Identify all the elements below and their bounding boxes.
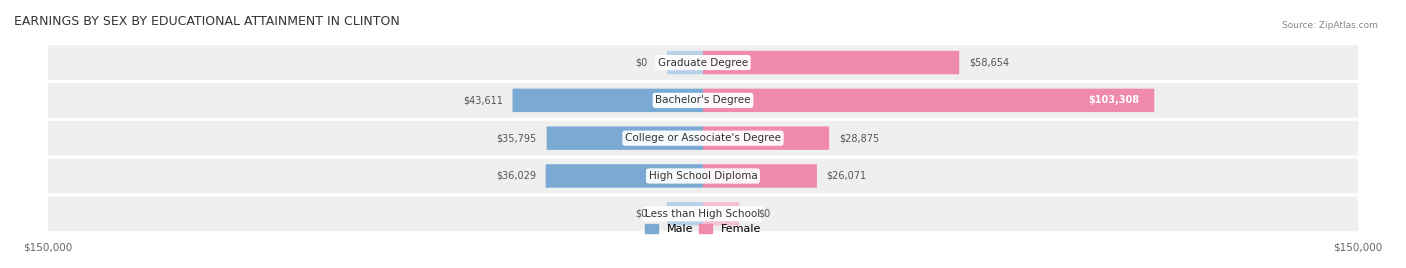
Text: Graduate Degree: Graduate Degree [658,58,748,68]
FancyBboxPatch shape [48,121,1358,155]
Text: $35,795: $35,795 [496,133,537,143]
Legend: Male, Female: Male, Female [640,219,766,239]
FancyBboxPatch shape [48,159,1358,193]
FancyBboxPatch shape [48,196,1358,231]
FancyBboxPatch shape [666,202,703,225]
Text: $0: $0 [636,209,647,219]
FancyBboxPatch shape [703,164,817,188]
FancyBboxPatch shape [703,89,1154,112]
Text: $58,654: $58,654 [969,58,1010,68]
Text: $43,611: $43,611 [463,95,503,105]
FancyBboxPatch shape [48,83,1358,118]
Text: $0: $0 [759,209,770,219]
FancyBboxPatch shape [546,164,703,188]
FancyBboxPatch shape [48,45,1358,80]
Text: $0: $0 [636,58,647,68]
FancyBboxPatch shape [513,89,703,112]
FancyBboxPatch shape [703,51,959,74]
FancyBboxPatch shape [703,202,740,225]
Text: College or Associate's Degree: College or Associate's Degree [626,133,780,143]
Text: $26,071: $26,071 [827,171,868,181]
Text: High School Diploma: High School Diploma [648,171,758,181]
FancyBboxPatch shape [703,126,830,150]
FancyBboxPatch shape [666,51,703,74]
FancyBboxPatch shape [547,126,703,150]
Text: Bachelor's Degree: Bachelor's Degree [655,95,751,105]
Text: EARNINGS BY SEX BY EDUCATIONAL ATTAINMENT IN CLINTON: EARNINGS BY SEX BY EDUCATIONAL ATTAINMEN… [14,15,399,28]
Text: Source: ZipAtlas.com: Source: ZipAtlas.com [1282,21,1378,31]
Text: $28,875: $28,875 [839,133,879,143]
Text: $36,029: $36,029 [496,171,536,181]
Text: $103,308: $103,308 [1088,95,1139,105]
Text: Less than High School: Less than High School [645,209,761,219]
